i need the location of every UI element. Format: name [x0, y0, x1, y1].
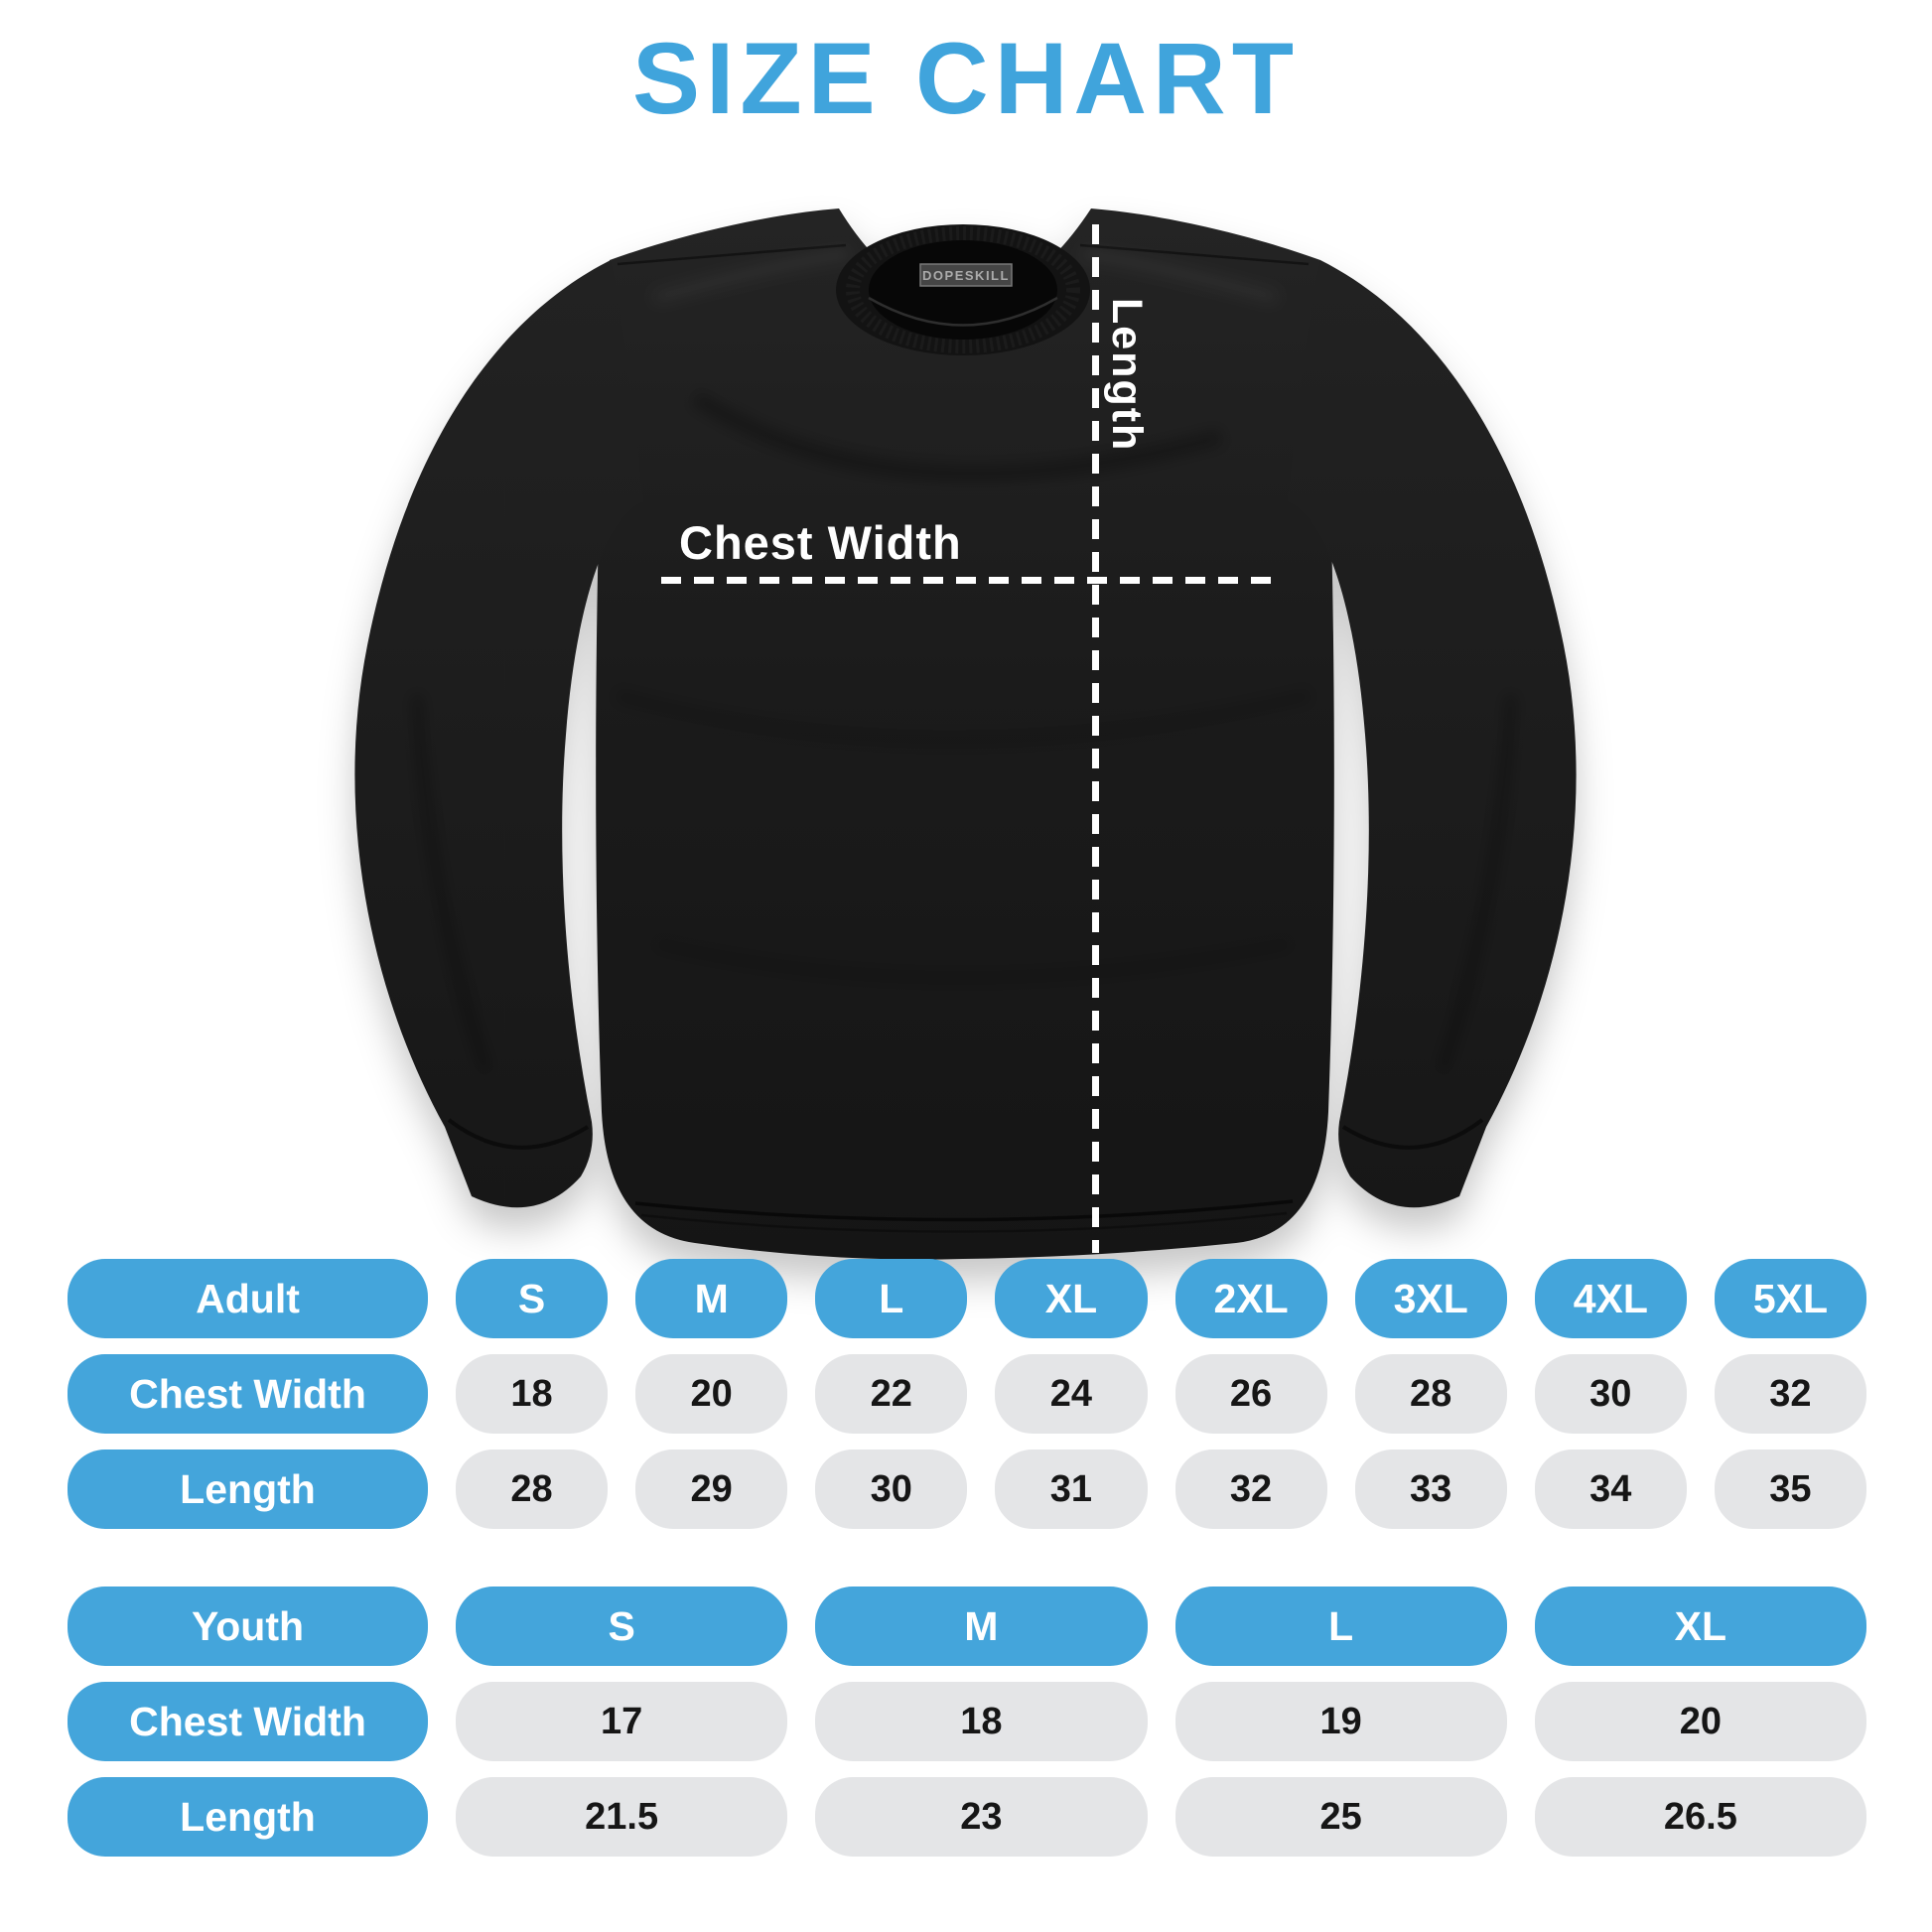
- right-cuff-seam: [1341, 1118, 1484, 1150]
- value-cell: 22: [815, 1354, 968, 1434]
- row-label-cell: Length: [68, 1777, 428, 1857]
- length-dashed-line: [1092, 224, 1099, 1253]
- brand-tag-text: DOPESKILL: [922, 268, 1010, 283]
- table-header-cell-2xl: 2XL: [1174, 1259, 1327, 1338]
- value-cell: 30: [815, 1449, 968, 1529]
- collar-rib-texture: [846, 226, 1080, 353]
- hem-stitch: [634, 1199, 1294, 1222]
- adult-size-table: Adult S M L XL 2XL 3XL 4XL 5XL Chest Wid…: [68, 1259, 1866, 1529]
- table-header-cell-adult: Adult: [68, 1259, 428, 1338]
- value-cell: 34: [1534, 1449, 1687, 1529]
- table-header-cell-xl: XL: [1534, 1587, 1866, 1666]
- shirt-left-sleeve: [354, 260, 643, 1208]
- value-cell: 26.5: [1534, 1777, 1866, 1857]
- value-cell: 31: [995, 1449, 1148, 1529]
- page-title: SIZE CHART: [632, 22, 1300, 135]
- value-cell: 29: [635, 1449, 788, 1529]
- brand-tag: DOPESKILL: [919, 263, 1013, 287]
- value-cell: 24: [995, 1354, 1148, 1434]
- collar-inner-edge: [868, 296, 1058, 327]
- youth-size-table: Youth S M L XL Chest Width 17 18 19 20 L…: [68, 1587, 1866, 1857]
- value-cell: 28: [456, 1449, 609, 1529]
- table-header-cell-5xl: 5XL: [1714, 1259, 1866, 1338]
- table-header-cell-l: L: [1174, 1587, 1507, 1666]
- chest-width-dashed-line: [661, 577, 1278, 584]
- value-cell: 30: [1534, 1354, 1687, 1434]
- value-cell: 32: [1174, 1449, 1327, 1529]
- table-header-cell-m: M: [815, 1587, 1148, 1666]
- value-cell: 23: [815, 1777, 1148, 1857]
- value-cell: 25: [1174, 1777, 1507, 1857]
- table-header-cell-youth: Youth: [68, 1587, 428, 1666]
- value-cell: 26: [1174, 1354, 1327, 1434]
- table-header-cell-xl: XL: [995, 1259, 1148, 1338]
- value-cell: 32: [1714, 1354, 1866, 1434]
- left-cuff-seam: [447, 1118, 590, 1150]
- value-cell: 18: [456, 1354, 609, 1434]
- row-label-cell: Chest Width: [68, 1682, 428, 1761]
- table-header-cell-s: S: [456, 1587, 788, 1666]
- value-cell: 28: [1354, 1354, 1507, 1434]
- shirt-right-sleeve: [1288, 260, 1577, 1208]
- table-header-cell-s: S: [456, 1259, 609, 1338]
- table-header-cell-4xl: 4XL: [1534, 1259, 1687, 1338]
- value-cell: 33: [1354, 1449, 1507, 1529]
- row-label-cell: Chest Width: [68, 1354, 428, 1434]
- value-cell: 20: [635, 1354, 788, 1434]
- chest-width-label: Chest Width: [679, 516, 962, 569]
- table-header-cell-l: L: [815, 1259, 968, 1338]
- table-header-cell-m: M: [635, 1259, 788, 1338]
- row-label-cell: Length: [68, 1449, 428, 1529]
- value-cell: 19: [1174, 1682, 1507, 1761]
- value-cell: 21.5: [456, 1777, 788, 1857]
- table-header-cell-3xl: 3XL: [1354, 1259, 1507, 1338]
- length-label: Length: [1103, 298, 1151, 453]
- value-cell: 20: [1534, 1682, 1866, 1761]
- value-cell: 35: [1714, 1449, 1866, 1529]
- value-cell: 17: [456, 1682, 788, 1761]
- right-shoulder-seam: [1079, 243, 1310, 266]
- left-shoulder-seam: [617, 243, 847, 266]
- hem-stitch-2: [640, 1211, 1288, 1233]
- value-cell: 18: [815, 1682, 1148, 1761]
